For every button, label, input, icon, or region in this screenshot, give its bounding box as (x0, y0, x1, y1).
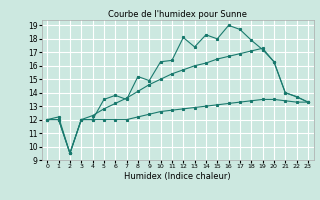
X-axis label: Humidex (Indice chaleur): Humidex (Indice chaleur) (124, 172, 231, 181)
Title: Courbe de l'humidex pour Sunne: Courbe de l'humidex pour Sunne (108, 10, 247, 19)
